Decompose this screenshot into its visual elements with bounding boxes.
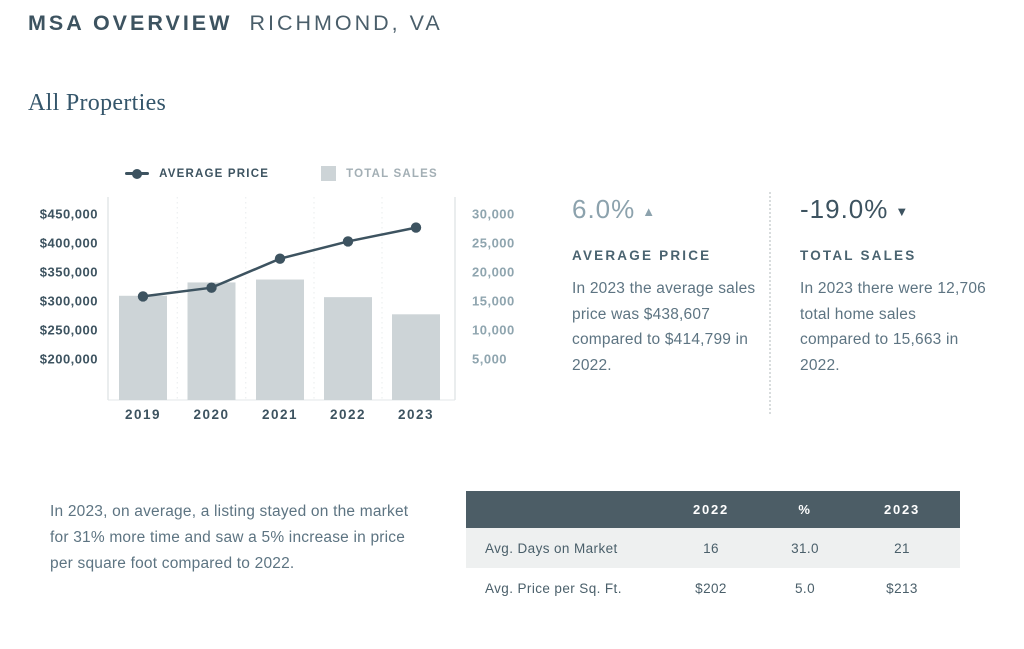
table-cell-label: Avg. Price per Sq. Ft. bbox=[485, 580, 622, 596]
stat-description: In 2023 there were 12,706 total home sal… bbox=[800, 280, 986, 374]
right-axis-tick: 30,000 bbox=[472, 207, 515, 222]
table-cell-2023: 21 bbox=[894, 540, 910, 556]
stat-delta-number: -19.0% bbox=[800, 194, 889, 224]
right-axis-tick: 25,000 bbox=[472, 236, 515, 251]
stat-delta-value: 6.0% ▲ bbox=[572, 194, 760, 225]
x-axis-label: 2022 bbox=[330, 407, 366, 422]
stat-delta-value: -19.0% ▼ bbox=[800, 194, 988, 225]
down-arrow-icon: ▼ bbox=[895, 204, 910, 219]
x-axis-label: 2020 bbox=[193, 407, 229, 422]
combo-chart: $450,000 $400,000 $350,000 $300,000 $250,000… bbox=[40, 197, 515, 422]
table-cell-2023: $213 bbox=[886, 580, 918, 596]
legend-label-total-sales: TOTAL SALES bbox=[346, 167, 438, 180]
table-header-row: 2022 % 2023 bbox=[466, 491, 960, 528]
summary-paragraph: In 2023, on average, a listing stayed on… bbox=[50, 503, 409, 572]
bar-2022 bbox=[324, 297, 372, 400]
up-arrow-icon: ▲ bbox=[642, 204, 657, 219]
stat-average-price: 6.0% ▲ AVERAGE PRICE In 2023 the average … bbox=[572, 194, 760, 378]
line-point-2020 bbox=[206, 282, 217, 293]
table-cell-2022: 16 bbox=[703, 540, 719, 556]
right-axis-tick: 15,000 bbox=[472, 294, 515, 309]
table-body: Avg. Days on Market 16 31.0 21 Avg. Price pe… bbox=[466, 528, 960, 608]
left-axis-tick: $200,000 bbox=[40, 352, 98, 367]
dot-marker-icon bbox=[132, 168, 143, 179]
left-axis-tick: $450,000 bbox=[40, 207, 98, 222]
left-axis-tick: $300,000 bbox=[40, 294, 98, 309]
line-point-2023 bbox=[410, 222, 422, 233]
bar-2021 bbox=[256, 279, 304, 400]
stat-total-sales: -19.0% ▼ TOTAL SALES In 2023 there were 1… bbox=[800, 194, 988, 378]
table-row: Avg. Days on Market 16 31.0 21 bbox=[466, 528, 960, 568]
chart-legend: AVERAGE PRICE TOTAL SALES bbox=[108, 166, 455, 181]
stat-title: TOTAL SALES bbox=[800, 248, 917, 263]
bar-2020 bbox=[187, 282, 236, 400]
page-title-location: RICHMOND, VA bbox=[249, 11, 443, 35]
right-axis-tick: 5,000 bbox=[472, 352, 507, 367]
x-axis-label: 2023 bbox=[398, 407, 434, 422]
x-axis-label: 2021 bbox=[262, 407, 298, 422]
line-point-2022 bbox=[342, 236, 354, 247]
table-row: Avg. Price per Sq. Ft. $202 5.0 $213 bbox=[466, 568, 960, 608]
left-axis-tick: $350,000 bbox=[40, 265, 98, 280]
table-header-2022: 2022 bbox=[692, 502, 730, 517]
page-title-primary: MSA OVERVIEW bbox=[28, 11, 233, 35]
right-axis-tick: 20,000 bbox=[472, 265, 515, 280]
comparison-table: 2022 % 2023 Avg. Days on Market 16 31.0 21 A… bbox=[466, 491, 960, 608]
stat-title: AVERAGE PRICE bbox=[572, 248, 712, 263]
x-axis-label: 2019 bbox=[125, 407, 161, 422]
table-header-percent: % bbox=[798, 502, 812, 517]
section-title: All Properties bbox=[28, 90, 167, 116]
table-header-2023: 2023 bbox=[883, 502, 921, 517]
right-axis-tick: 10,000 bbox=[472, 323, 515, 338]
bar-swatch-icon bbox=[321, 166, 337, 181]
table-cell-percent: 5.0 bbox=[795, 580, 815, 596]
legend-item-total-sales: TOTAL SALES bbox=[321, 166, 438, 181]
page-title: MSA OVERVIEW RICHMOND, VA bbox=[28, 11, 443, 36]
bar-2019 bbox=[119, 295, 167, 400]
dotted-divider bbox=[769, 192, 771, 414]
legend-item-average-price: AVERAGE PRICE bbox=[125, 168, 269, 180]
left-axis-tick: $250,000 bbox=[40, 323, 98, 338]
stat-description: In 2023 the average sales price was $438… bbox=[572, 280, 756, 374]
table-cell-label: Avg. Days on Market bbox=[485, 540, 618, 556]
stat-delta-number: 6.0% bbox=[572, 194, 636, 224]
line-point-2019 bbox=[137, 291, 149, 302]
left-axis-tick: $400,000 bbox=[40, 236, 98, 251]
bar-2023 bbox=[392, 314, 440, 400]
line-point-2021 bbox=[274, 253, 286, 264]
table-cell-2022: $202 bbox=[695, 580, 727, 596]
table-cell-percent: 31.0 bbox=[791, 540, 819, 556]
legend-label-average-price: AVERAGE PRICE bbox=[159, 167, 270, 180]
line-marker-icon bbox=[125, 168, 150, 179]
